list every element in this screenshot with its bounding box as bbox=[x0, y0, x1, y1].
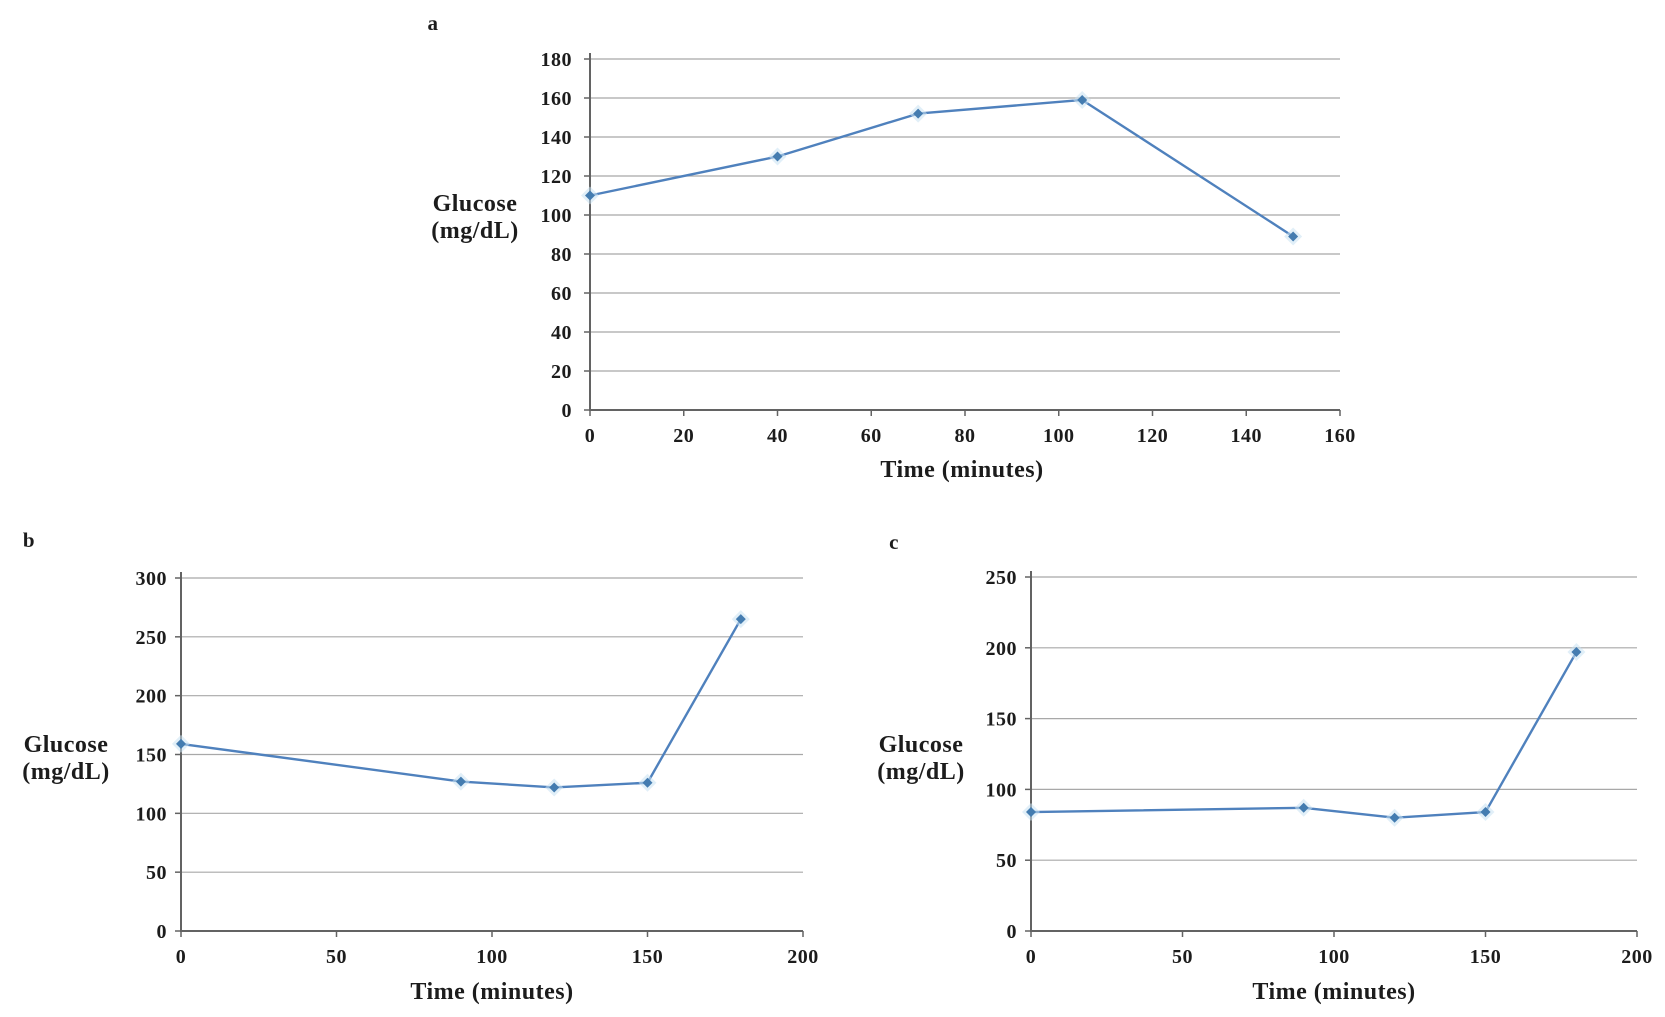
x-axis-title: Time (minutes) bbox=[1252, 979, 1415, 1005]
x-tick-label: 140 bbox=[1231, 425, 1263, 447]
y-tick-label: 80 bbox=[551, 244, 572, 266]
y-tick-label: 60 bbox=[551, 283, 572, 305]
y-tick-label: 250 bbox=[986, 567, 1018, 589]
y-axis-title: (mg/dL) bbox=[431, 218, 519, 244]
panel-label-c: c bbox=[889, 530, 899, 554]
chart-a: 0 20 40 60 80 100 120 140 160 180 0 20 40 60 80 100 120 1… bbox=[428, 11, 1356, 483]
glucose-line bbox=[1029, 650, 1578, 819]
x-tick-label: 0 bbox=[1026, 946, 1037, 968]
x-tick-label: 0 bbox=[176, 946, 187, 968]
data-point-marker bbox=[642, 777, 653, 788]
chart-b: 0 50 100 150 200 250 300 0 50 100 150 200 Glucose(mg… bbox=[22, 528, 819, 1005]
x-tick-label: 200 bbox=[787, 946, 819, 968]
y-tick-label: 50 bbox=[996, 850, 1017, 872]
y-tick-label: 20 bbox=[551, 361, 572, 383]
data-point-marker bbox=[913, 108, 924, 119]
y-tick-label: 100 bbox=[541, 205, 573, 227]
y-tick-label: 100 bbox=[986, 779, 1018, 801]
data-point-marker bbox=[585, 190, 595, 201]
y-tick-label: 0 bbox=[1007, 921, 1018, 943]
y-tick-label: 300 bbox=[136, 568, 168, 590]
data-point-marker bbox=[1389, 812, 1400, 823]
y-tick-label: 100 bbox=[136, 803, 168, 825]
data-point-marker bbox=[1571, 647, 1582, 658]
y-tick-label: 250 bbox=[136, 627, 168, 649]
x-tick-label: 150 bbox=[1470, 946, 1502, 968]
data-point-marker bbox=[1026, 807, 1036, 818]
data-point-marker bbox=[549, 782, 560, 793]
data-point-marker bbox=[735, 614, 746, 625]
y-tick-label: 50 bbox=[146, 862, 167, 884]
y-tick-label: 200 bbox=[986, 638, 1018, 660]
y-tick-label: 40 bbox=[551, 322, 572, 344]
y-tick-label: 120 bbox=[541, 166, 573, 188]
y-tick-label: 140 bbox=[541, 127, 573, 149]
x-tick-label: 50 bbox=[1172, 946, 1193, 968]
x-tick-label: 40 bbox=[767, 425, 788, 447]
y-tick-label: 160 bbox=[541, 88, 573, 110]
y-tick-label: 200 bbox=[136, 686, 168, 708]
data-point-marker bbox=[1298, 802, 1309, 813]
y-axis-title: Glucose bbox=[24, 732, 109, 758]
panel-label-a: a bbox=[428, 11, 439, 35]
x-tick-label: 0 bbox=[585, 425, 596, 447]
x-tick-label: 100 bbox=[1318, 946, 1350, 968]
data-point-marker bbox=[176, 738, 186, 749]
x-tick-label: 200 bbox=[1621, 946, 1653, 968]
y-axis-title: (mg/dL) bbox=[877, 759, 965, 785]
x-tick-label: 100 bbox=[476, 946, 508, 968]
data-point-marker bbox=[455, 776, 466, 787]
y-tick-label: 150 bbox=[136, 745, 168, 767]
y-axis-title: (mg/dL) bbox=[22, 759, 110, 785]
data-point-marker bbox=[1288, 231, 1299, 242]
x-tick-label: 160 bbox=[1324, 425, 1356, 447]
data-point-marker bbox=[1480, 807, 1491, 818]
y-axis-title: Glucose bbox=[879, 732, 964, 758]
y-axis-title: Glucose bbox=[433, 191, 518, 217]
y-tick-label: 150 bbox=[986, 709, 1018, 731]
x-tick-label: 100 bbox=[1043, 425, 1075, 447]
x-axis-title: Time (minutes) bbox=[410, 979, 573, 1005]
x-tick-label: 50 bbox=[326, 946, 347, 968]
chart-c: 0 50 100 150 200 250 0 50 100 150 200 Glucose(mg/dL… bbox=[877, 530, 1653, 1005]
glucose-line bbox=[179, 617, 742, 789]
data-point-marker bbox=[772, 151, 783, 162]
y-tick-label: 0 bbox=[157, 921, 168, 943]
x-tick-label: 80 bbox=[955, 425, 976, 447]
y-tick-label: 180 bbox=[541, 49, 573, 71]
x-tick-label: 60 bbox=[861, 425, 882, 447]
x-tick-label: 20 bbox=[673, 425, 694, 447]
data-point-marker bbox=[1077, 94, 1088, 105]
x-tick-label: 120 bbox=[1137, 425, 1169, 447]
y-tick-label: 0 bbox=[562, 400, 573, 422]
panel-label-b: b bbox=[23, 528, 35, 552]
x-tick-label: 150 bbox=[632, 946, 664, 968]
x-axis-title: Time (minutes) bbox=[880, 457, 1043, 483]
glucose-line bbox=[588, 98, 1295, 238]
